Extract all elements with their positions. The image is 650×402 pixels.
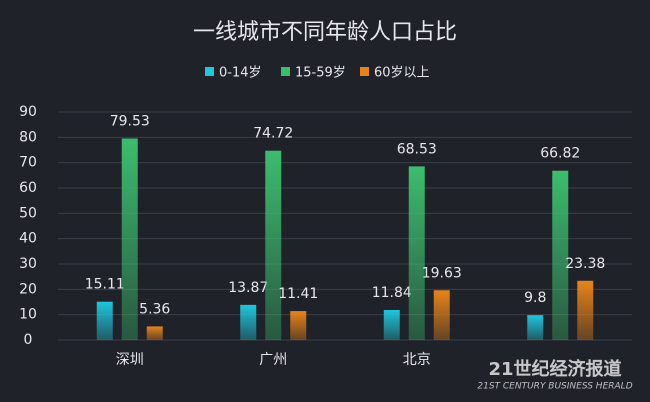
- y-tick-label: 80: [19, 129, 37, 145]
- value-label: 66.82: [540, 146, 580, 162]
- y-tick-label: 50: [19, 205, 37, 221]
- bar: [290, 311, 307, 340]
- watermark-subtext: 21ST CENTURY BUSINESS HERALD: [477, 382, 632, 392]
- x-tick-label: 广州: [259, 352, 287, 368]
- value-label: 79.53: [110, 114, 150, 130]
- bar: [527, 315, 544, 340]
- bar: [240, 304, 257, 340]
- value-label: 9.8: [524, 290, 546, 306]
- legend-swatch: [205, 67, 214, 76]
- chart-title: 一线城市不同年龄人口占比: [193, 20, 457, 45]
- y-tick-label: 30: [19, 256, 37, 272]
- bar: [577, 280, 594, 340]
- bar: [552, 170, 569, 340]
- bar: [265, 150, 282, 340]
- legend-label: 0-14岁: [219, 66, 262, 81]
- legend-swatch: [360, 67, 369, 76]
- value-label: 5.36: [139, 301, 170, 317]
- y-tick-label: 0: [24, 332, 33, 348]
- bar: [433, 290, 450, 340]
- value-label: 15.11: [85, 277, 125, 293]
- bar: [96, 301, 113, 340]
- value-label: 23.38: [565, 256, 605, 272]
- value-label: 19.63: [422, 265, 462, 281]
- legend-label: 15-59岁: [295, 66, 346, 81]
- y-tick-label: 20: [19, 281, 37, 297]
- value-label: 11.84: [372, 285, 412, 301]
- bar: [146, 326, 163, 340]
- value-label: 13.87: [228, 280, 268, 296]
- bar: [383, 310, 400, 340]
- x-tick-label: 北京: [403, 352, 431, 368]
- watermark: 21世纪经济报道: [488, 358, 621, 380]
- bar: [121, 138, 138, 340]
- y-tick-label: 40: [19, 231, 37, 247]
- bar: [408, 166, 425, 340]
- x-tick-label: 深圳: [116, 352, 144, 368]
- y-tick-label: 70: [19, 155, 37, 171]
- legend-swatch: [281, 67, 290, 76]
- legend-label: 60岁以上: [374, 66, 430, 81]
- value-label: 74.72: [253, 126, 293, 142]
- value-label: 68.53: [397, 141, 437, 157]
- y-tick-label: 60: [19, 180, 37, 196]
- value-label: 11.41: [278, 286, 318, 302]
- y-tick-label: 10: [19, 307, 37, 323]
- y-tick-label: 90: [19, 104, 37, 120]
